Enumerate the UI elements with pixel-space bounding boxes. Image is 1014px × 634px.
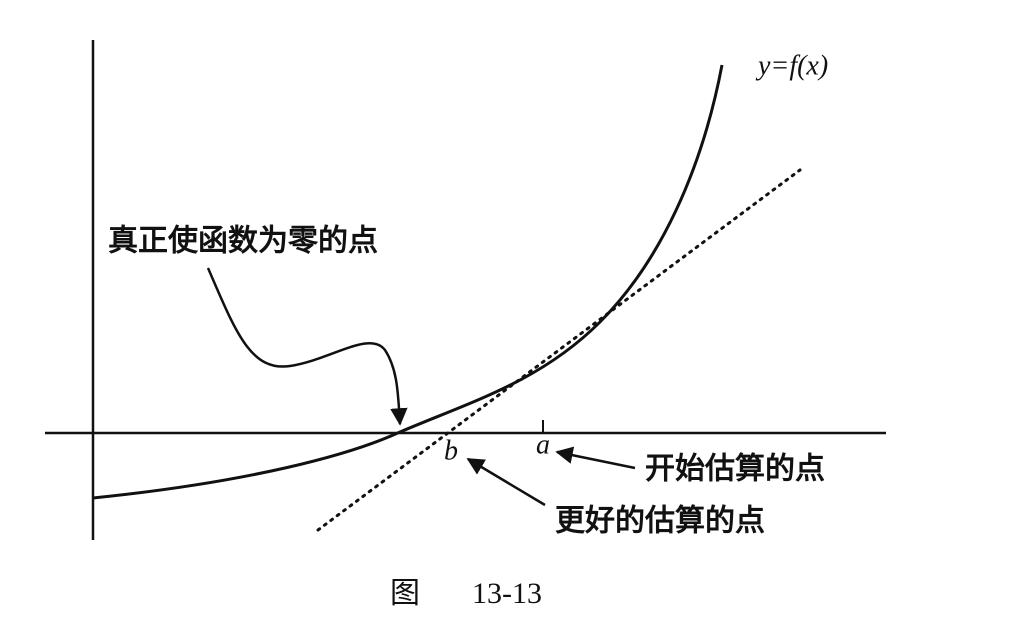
caption-number: 13-13 bbox=[472, 577, 542, 610]
point-label: b bbox=[444, 435, 458, 466]
curve-label: y=f(x) bbox=[755, 50, 828, 81]
zero-arrow bbox=[206, 267, 408, 426]
function-curve bbox=[92, 64, 724, 500]
start-arrow bbox=[555, 446, 636, 470]
better-arrow bbox=[466, 457, 546, 507]
point-label: a bbox=[536, 429, 550, 460]
annotation: 更好的估算的点 bbox=[555, 504, 765, 539]
caption-label: 图 bbox=[390, 577, 420, 610]
annotation: 开始估算的点 bbox=[645, 452, 825, 487]
annotation: 真正使函数为零的点 bbox=[108, 224, 378, 259]
